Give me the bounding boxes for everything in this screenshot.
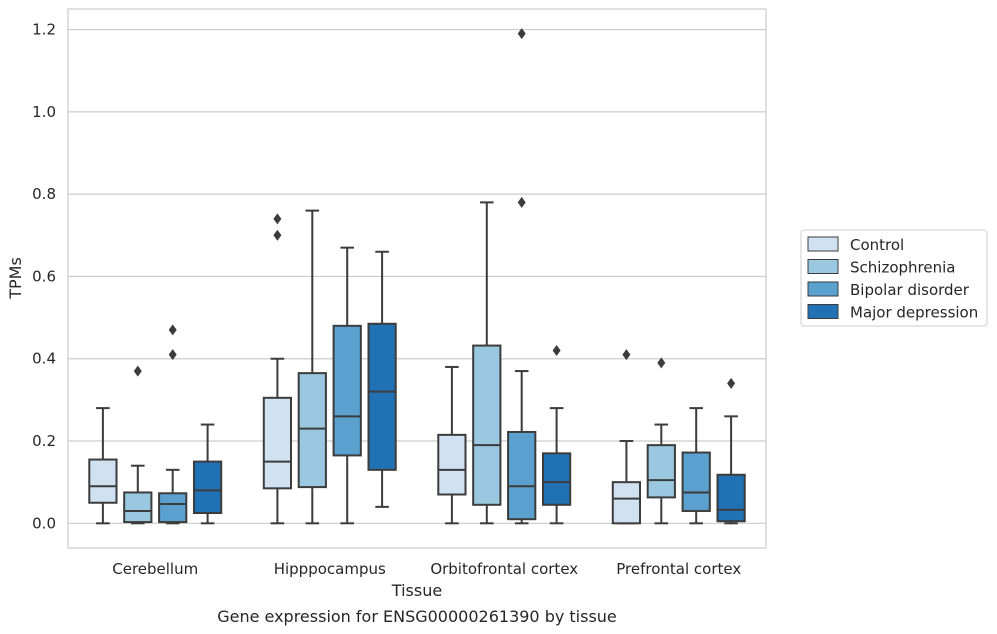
legend-swatch [807,304,839,319]
box-iqr [472,344,502,506]
outlier-marker [273,229,282,241]
box-control [262,213,293,525]
box-major-depression [716,377,746,525]
y-tick-label: 1.2 [32,21,56,39]
outlier-marker [168,349,177,361]
legend-frame [800,229,988,327]
gridlines [68,28,766,524]
plot-frame [67,8,767,549]
box-bipolar-disorder [681,407,711,525]
y-axis-label: TPMs [6,257,25,300]
legend-swatch [807,236,839,252]
box-iqr [541,452,572,506]
box-major-depression [541,345,572,525]
outlier-marker [517,196,526,208]
y-tick-labels: 0.0 0.2 0.4 0.6 0.8 1.0 1.2 [32,21,56,533]
x-tick-label: Prefrontal cortex [616,560,741,578]
legend: Control Schizophrenia Bipolar disorder Majo… [800,229,988,327]
box-iqr [262,396,293,490]
box-iqr [507,430,537,521]
legend-label: Bipolar disorder [850,281,970,299]
box-groups [88,28,746,525]
box-bipolar-disorder [158,324,188,525]
box-iqr [192,460,223,515]
outlier-marker [517,28,526,40]
box-iqr [367,322,397,471]
box-bipolar-disorder [332,246,362,525]
outlier-marker [657,357,666,369]
box-bipolar-disorder [507,28,537,525]
box-iqr [646,444,676,499]
x-tick-label: Hipppocampus [274,560,386,578]
x-tick-label: Orbitofrontal cortex [430,560,578,578]
box-schizophrenia [646,357,676,525]
outlier-marker [727,377,736,389]
box-iqr [437,433,467,496]
box-iqr [123,491,153,524]
box-control [88,407,118,525]
box-schizophrenia [123,365,153,525]
legend-label: Control [850,236,904,254]
x-axis-label: Tissue [391,581,442,600]
legend-label: Major depression [850,304,978,322]
box-iqr [716,473,746,523]
y-tick-label: 0.0 [32,514,56,532]
box-control [611,349,642,525]
box-iqr [332,324,362,457]
box-iqr [88,458,118,504]
box-schizophrenia [472,201,502,525]
box-iqr [681,451,711,512]
outlier-marker [273,213,282,225]
outlier-marker [552,345,561,357]
y-tick-label: 0.8 [32,185,56,203]
y-tick-label: 0.4 [32,350,56,368]
outlier-marker [622,349,631,361]
box-control [437,365,467,525]
box-major-depression [367,250,397,508]
y-tick-label: 0.2 [32,432,56,450]
y-tick-label: 0.6 [32,267,56,285]
legend-swatch [807,281,839,297]
outlier-marker [133,365,142,377]
chart-caption: Gene expression for ENSG00000261390 by t… [217,607,617,626]
y-tick-label: 1.0 [32,103,56,121]
box-iqr [297,372,327,489]
box-major-depression [192,423,223,525]
legend-swatch [807,259,839,274]
box-iqr [611,481,642,525]
box-schizophrenia [297,209,327,525]
legend-label: Schizophrenia [850,259,955,277]
x-tick-labels: Cerebellum Hipppocampus Orbitofrontal cort… [112,560,741,578]
x-tick-label: Cerebellum [112,560,198,578]
outlier-marker [168,324,177,336]
box-iqr [158,492,188,524]
